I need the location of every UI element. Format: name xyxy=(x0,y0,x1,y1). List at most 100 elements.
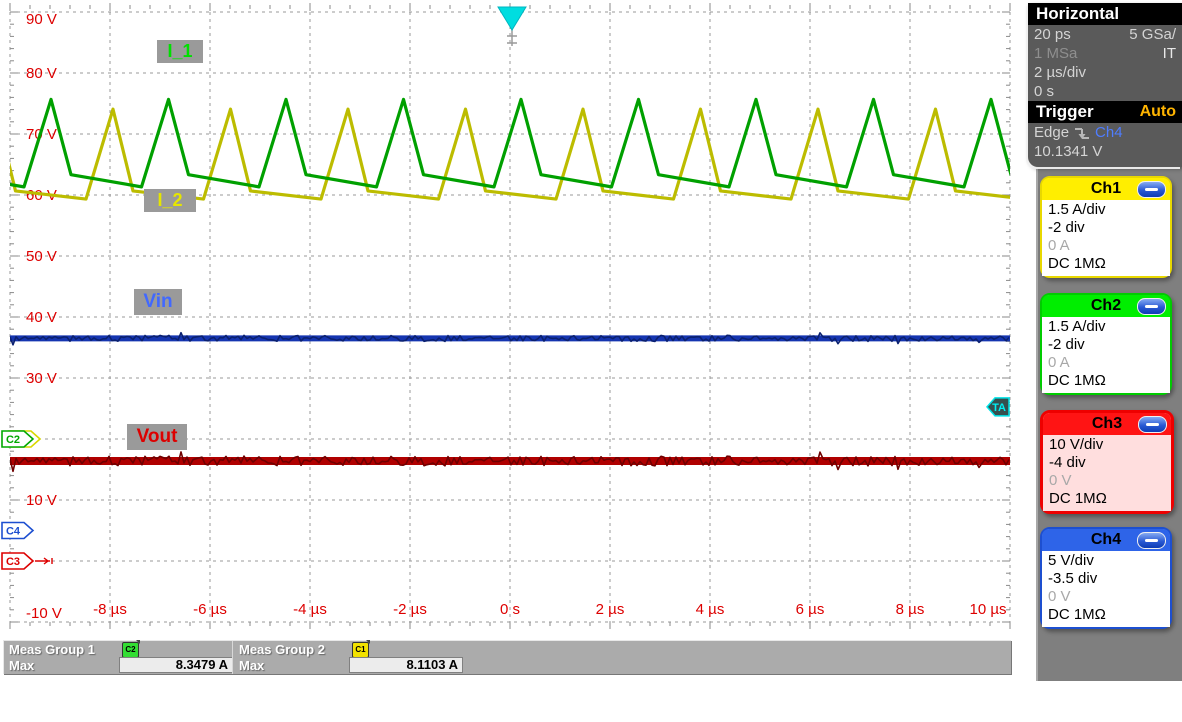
channel-header[interactable]: Ch3 xyxy=(1043,413,1171,435)
x-axis-tick-label: -6 µs xyxy=(193,601,227,618)
meas-group-title: Meas Group 2 xyxy=(239,642,325,657)
channel-name: Ch4 xyxy=(1090,531,1122,548)
ground-marker-c4[interactable]: C4 xyxy=(1,521,35,540)
meas-source-badge: C2 xyxy=(122,640,140,658)
meas-max-value: 8.1103 A xyxy=(349,657,463,673)
x-axis-tick-label: -2 µs xyxy=(393,601,427,618)
trigger-level-row[interactable]: 10.1341 V xyxy=(1028,142,1182,161)
timebase-position-row[interactable]: 0 s xyxy=(1028,82,1182,101)
trace-noise-Vin xyxy=(10,331,1010,346)
x-axis-tick-label: 10 µs xyxy=(970,601,1007,618)
channel-scale[interactable]: 1.5 A/div xyxy=(1048,201,1106,218)
trace-label-i2[interactable]: I_2 xyxy=(144,189,196,212)
meas-group-separator xyxy=(232,641,233,674)
channel-name: Ch1 xyxy=(1090,180,1122,197)
sample-interval: 20 ps xyxy=(1034,26,1071,43)
horizontal-trigger-panel[interactable]: Horizontal 20 ps 5 GSa/ 1 MSa IT 2 µs/di… xyxy=(1028,3,1182,167)
ground-marker-c2[interactable]: C2 xyxy=(1,430,35,448)
channel-offset: 0 V xyxy=(1049,472,1072,489)
ground-marker-c3[interactable]: C3 xyxy=(1,552,53,570)
trigger-title: Trigger xyxy=(1036,102,1094,121)
channel-name: Ch3 xyxy=(1091,415,1123,432)
channel-coupling[interactable]: DC 1MΩ xyxy=(1048,372,1106,389)
channel-header[interactable]: Ch1 xyxy=(1042,178,1170,200)
svg-text:C4: C4 xyxy=(6,526,21,538)
minimize-icon xyxy=(1145,305,1158,308)
meas-group-2[interactable]: Meas Group 2 C1 Max 8.1103 A xyxy=(234,640,463,674)
trigger-type: Edge xyxy=(1034,124,1070,141)
sample-rate: 5 GSa/ xyxy=(1129,26,1176,43)
meas-group-1[interactable]: Meas Group 1 C2 Max 8.3479 A xyxy=(4,640,233,674)
trigger-type-row[interactable]: Edge Ch4 xyxy=(1028,123,1182,142)
meas-source-badge: C1 xyxy=(352,640,370,658)
x-axis-tick-label: 8 µs xyxy=(896,601,925,618)
horizontal-title: Horizontal xyxy=(1036,4,1120,23)
x-axis-tick-label: -8 µs xyxy=(93,601,127,618)
svg-text:TA: TA xyxy=(992,402,1006,414)
trigger-header[interactable]: Trigger Auto xyxy=(1028,101,1182,123)
meas-stat-label: Max xyxy=(9,658,35,673)
minimize-button[interactable] xyxy=(1137,181,1166,198)
trigger-position-marker[interactable] xyxy=(497,6,527,46)
channel-panel-ch1[interactable]: Ch1 1.5 A/div -2 div 0 A DC 1MΩ xyxy=(1040,176,1172,278)
channel-header[interactable]: Ch2 xyxy=(1042,295,1170,317)
trace-I_1[interactable] xyxy=(0,97,1018,189)
x-axis-tick-label: 2 µs xyxy=(596,601,625,618)
waveform-display[interactable]: 90 V 80 V 70 V 60 V 50 V 40 V 30 V 10 V -10 V -8 … xyxy=(0,0,1018,636)
minimize-button[interactable] xyxy=(1137,298,1166,315)
graticule xyxy=(9,11,1011,623)
trigger-level-marker[interactable]: TA xyxy=(985,397,1010,417)
y-axis-tick-label: 80 V xyxy=(26,65,57,82)
channel-coupling[interactable]: DC 1MΩ xyxy=(1049,490,1107,507)
channel-position[interactable]: -4 div xyxy=(1049,454,1086,471)
y-axis-tick-label: 50 V xyxy=(26,248,57,265)
channel-offset: 0 A xyxy=(1048,354,1070,371)
channel-panel-ch2[interactable]: Ch2 1.5 A/div -2 div 0 A DC 1MΩ xyxy=(1040,293,1172,395)
waveform-canvas[interactable]: 90 V80 V70 V60 V50 V40 V30 V10 V-10 V -8 … xyxy=(0,0,1018,636)
timebase-row[interactable]: 2 µs/div xyxy=(1028,63,1182,82)
minimize-button[interactable] xyxy=(1138,416,1167,433)
falling-edge-icon xyxy=(1075,127,1090,139)
ground-markers: C2 C4 C3 xyxy=(1,430,53,570)
minimize-button[interactable] xyxy=(1137,532,1166,549)
trigger-source: Ch4 xyxy=(1095,124,1123,141)
timebase-scale: 2 µs/div xyxy=(1034,64,1086,81)
y-axis-tick-label: -10 V xyxy=(26,605,62,622)
y-axis-tick-label: 90 V xyxy=(26,11,57,28)
x-axis-tick-label: 0 s xyxy=(500,601,520,618)
y-axis-tick-label: 40 V xyxy=(26,309,57,326)
channel-offset: 0 V xyxy=(1048,588,1071,605)
channel-position[interactable]: -3.5 div xyxy=(1048,570,1098,587)
memory-depth: 1 MSa xyxy=(1034,45,1078,62)
trace-label-i1[interactable]: I_1 xyxy=(157,40,203,63)
channel-scale[interactable]: 1.5 A/div xyxy=(1048,318,1106,335)
channel-position[interactable]: -2 div xyxy=(1048,219,1085,236)
svg-text:C3: C3 xyxy=(6,556,20,568)
timebase-position: 0 s xyxy=(1034,83,1055,100)
trigger-sweep-mode: Auto xyxy=(1139,103,1176,120)
meas-max-value: 8.3479 A xyxy=(119,657,233,673)
channel-coupling[interactable]: DC 1MΩ xyxy=(1048,255,1106,272)
trace-label-vin[interactable]: Vin xyxy=(134,289,182,315)
channel-position[interactable]: -2 div xyxy=(1048,336,1085,353)
svg-text:C2: C2 xyxy=(6,434,20,446)
horizontal-row-1[interactable]: 20 ps 5 GSa/ xyxy=(1028,25,1182,44)
acquisition-mode: IT xyxy=(1162,45,1176,62)
minimize-icon xyxy=(1145,188,1158,191)
trace-label-vout[interactable]: Vout xyxy=(127,424,187,450)
horizontal-row-2[interactable]: 1 MSa IT xyxy=(1028,44,1182,63)
channel-panel-ch3[interactable]: Ch3 10 V/div -4 div 0 V DC 1MΩ xyxy=(1040,410,1174,514)
meas-stat-label: Max xyxy=(239,658,265,673)
y-axis-tick-label: 10 V xyxy=(26,492,57,509)
y-axis-tick-label: 30 V xyxy=(26,370,57,387)
channel-panel-ch4[interactable]: Ch4 5 V/div -3.5 div 0 V DC 1MΩ xyxy=(1040,527,1172,629)
channel-scale[interactable]: 10 V/div xyxy=(1049,436,1104,453)
channel-coupling[interactable]: DC 1MΩ xyxy=(1048,606,1106,623)
minimize-icon xyxy=(1146,423,1159,426)
x-axis-tick-label: 6 µs xyxy=(796,601,825,618)
horizontal-header[interactable]: Horizontal xyxy=(1028,3,1182,25)
channel-scale[interactable]: 5 V/div xyxy=(1048,552,1094,569)
channel-name: Ch2 xyxy=(1090,297,1122,314)
trace-noise-Vout xyxy=(10,451,1010,473)
channel-header[interactable]: Ch4 xyxy=(1042,529,1170,551)
